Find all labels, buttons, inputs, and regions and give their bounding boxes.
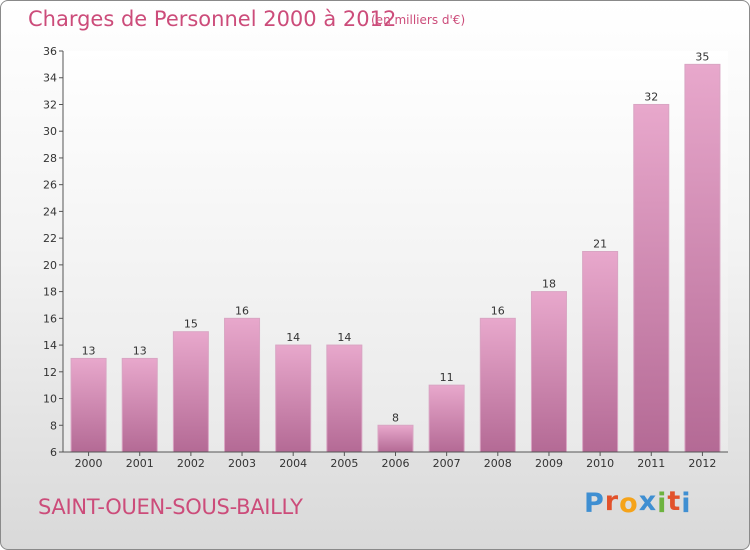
x-tick-label: 2005 [330, 457, 358, 470]
y-axis: 6 8 10 12 14 16 18 20 22 24 26 28 30 32 34 36 [43, 45, 64, 459]
bar-group-2012: 35 [684, 50, 721, 453]
bar-value-label: 16 [491, 304, 505, 317]
y-tick-label: 14 [43, 339, 57, 352]
x-tick-label: 2010 [586, 457, 614, 470]
bar[interactable] [70, 357, 107, 453]
x-tick-label: 2007 [433, 457, 461, 470]
y-tick-label: 30 [43, 125, 57, 138]
town-name: SAINT-OUEN-SOUS-BAILLY [38, 495, 303, 519]
bar-value-label: 14 [337, 331, 351, 344]
logo-letter: i [657, 488, 668, 519]
bar[interactable] [479, 317, 516, 453]
y-tick-label: 18 [43, 286, 57, 299]
logo-letter: t [667, 486, 682, 517]
logo-letter: x [638, 486, 658, 517]
bar-group-2009: 18 [530, 278, 567, 453]
bar-value-label: 35 [695, 50, 709, 63]
bar[interactable] [326, 344, 363, 453]
logo-letter: P [584, 488, 605, 519]
bar[interactable] [633, 103, 670, 453]
chart-title: Charges de Personnel 2000 à 2012 [28, 7, 397, 31]
bar[interactable] [582, 251, 619, 453]
bar[interactable] [121, 357, 158, 453]
x-tick-label: 2003 [228, 457, 256, 470]
bar-group-2007: 11 [428, 371, 465, 453]
x-axis: 2000 2001 2002 2003 2004 2005 2006 2007 2008 2009… [63, 451, 728, 470]
bar-group-2001: 13 [121, 344, 158, 453]
y-tick-label: 32 [43, 98, 57, 111]
y-tick-label: 22 [43, 232, 57, 245]
bar[interactable] [530, 291, 567, 453]
chart-subtitle: (en milliers d'€) [371, 13, 466, 27]
bars: 13 13 15 16 14 14 8 11 16 18 21 32 35 [70, 50, 721, 453]
y-tick-label: 20 [43, 259, 57, 272]
y-tick-label: 28 [43, 152, 57, 165]
logo-letter: i [681, 488, 692, 519]
x-tick-label: 2012 [688, 457, 716, 470]
bar-value-label: 15 [184, 318, 198, 331]
bar-value-label: 32 [644, 90, 658, 103]
bar-group-2010: 21 [582, 238, 619, 453]
x-tick-label: 2009 [535, 457, 563, 470]
bar-group-2004: 14 [275, 331, 312, 453]
y-tick-label: 8 [50, 419, 57, 432]
bar-group-2008: 16 [479, 304, 516, 453]
y-tick-label: 10 [43, 393, 57, 406]
y-tick-label: 36 [43, 45, 57, 58]
bar[interactable] [172, 331, 209, 453]
bar-value-label: 11 [440, 371, 454, 384]
y-tick-label: 6 [50, 446, 57, 459]
bar-value-label: 21 [593, 238, 607, 251]
bar-value-label: 16 [235, 304, 249, 317]
bar-value-label: 14 [286, 331, 300, 344]
logo-letter: o [619, 488, 639, 519]
plot-area [63, 51, 728, 452]
logo-letter: r [604, 486, 620, 517]
bar[interactable] [275, 344, 312, 453]
bar-group-2003: 16 [224, 304, 261, 453]
y-tick-label: 12 [43, 366, 57, 379]
y-tick-label: 16 [43, 312, 57, 325]
x-tick-label: 2001 [126, 457, 154, 470]
proxiti-logo[interactable]: Proxiti [584, 486, 692, 519]
bar-value-label: 13 [82, 344, 96, 357]
x-tick-label: 2006 [382, 457, 410, 470]
bar-group-2000: 13 [70, 344, 107, 453]
bar-group-2002: 15 [172, 318, 209, 453]
y-tick-label: 24 [43, 205, 57, 218]
y-tick-label: 34 [43, 72, 57, 85]
x-tick-label: 2008 [484, 457, 512, 470]
bar-group-2006: 8 [377, 411, 414, 453]
bar-value-label: 18 [542, 278, 556, 291]
bar[interactable] [377, 424, 414, 453]
x-tick-label: 2000 [75, 457, 103, 470]
bar-group-2005: 14 [326, 331, 363, 453]
bar[interactable] [684, 63, 721, 453]
bar[interactable] [224, 317, 261, 453]
bar-value-label: 8 [392, 411, 399, 424]
bar-value-label: 13 [133, 344, 147, 357]
x-tick-label: 2002 [177, 457, 205, 470]
bar[interactable] [428, 384, 465, 453]
y-tick-label: 26 [43, 179, 57, 192]
x-tick-label: 2004 [279, 457, 307, 470]
bar-group-2011: 32 [633, 90, 670, 453]
x-tick-label: 2011 [637, 457, 665, 470]
